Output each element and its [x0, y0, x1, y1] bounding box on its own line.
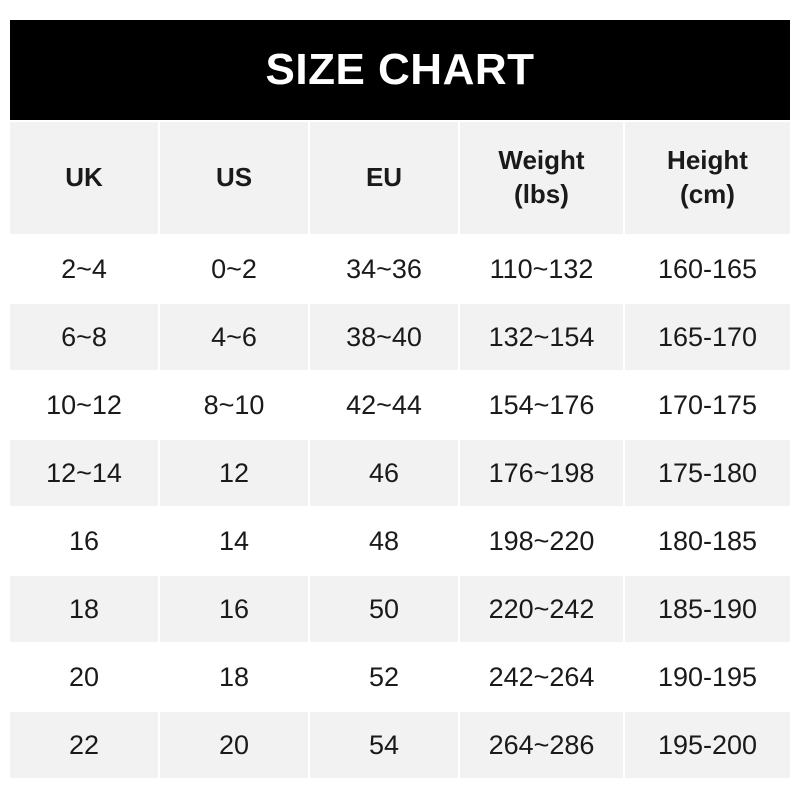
cell-uk: 2~4	[61, 253, 107, 284]
cell-us: 8~10	[203, 389, 265, 420]
cell-uk: 12~14	[10, 440, 158, 506]
cell-weight: 176~198	[460, 440, 623, 506]
cell-weight: 220~242	[460, 576, 623, 642]
cell-us: 0~2	[211, 253, 257, 284]
cell-us: 12	[160, 440, 308, 506]
cell-height: 170-175	[657, 389, 758, 420]
cell-us: 4~6	[160, 304, 308, 370]
cell-height: 175-180	[625, 440, 790, 506]
column-header-eu: EU	[310, 122, 458, 234]
cell-uk: 16	[68, 525, 100, 556]
cell-uk: 6~8	[10, 304, 158, 370]
cell-height: 180-185	[657, 525, 758, 556]
cell-eu: 42~44	[346, 389, 422, 420]
cell-weight: 198~220	[488, 525, 595, 556]
cell-weight: 154~176	[488, 389, 595, 420]
cell-weight: 110~132	[489, 253, 594, 284]
cell-height: 185-190	[625, 576, 790, 642]
cell-height: 190-195	[657, 661, 758, 692]
cell-weight: 132~154	[460, 304, 623, 370]
cell-eu: 34~36	[346, 253, 422, 284]
cell-us: 18	[218, 661, 250, 692]
size-table: UK US EU Weight (lbs) Height (cm) 2~4 0~2…	[10, 122, 790, 778]
column-header-us: US	[160, 122, 308, 234]
cell-us: 16	[160, 576, 308, 642]
cell-weight: 264~286	[460, 712, 623, 778]
cell-weight: 242~264	[488, 661, 595, 692]
column-header-uk: UK	[10, 122, 158, 234]
cell-uk: 10~12	[46, 389, 122, 420]
cell-height: 160-165	[657, 253, 758, 284]
cell-eu: 52	[368, 661, 400, 692]
cell-eu: 54	[310, 712, 458, 778]
cell-height: 165-170	[625, 304, 790, 370]
cell-height: 195-200	[625, 712, 790, 778]
cell-eu: 46	[310, 440, 458, 506]
column-header-height: Height (cm)	[625, 122, 790, 234]
column-header-weight: Weight (lbs)	[460, 122, 623, 234]
cell-eu: 38~40	[310, 304, 458, 370]
cell-us: 14	[218, 525, 250, 556]
cell-eu: 50	[310, 576, 458, 642]
cell-us: 20	[160, 712, 308, 778]
cell-uk: 22	[10, 712, 158, 778]
size-chart-title: SIZE CHART	[10, 20, 790, 120]
cell-uk: 20	[68, 661, 100, 692]
cell-uk: 18	[10, 576, 158, 642]
cell-eu: 48	[368, 525, 400, 556]
